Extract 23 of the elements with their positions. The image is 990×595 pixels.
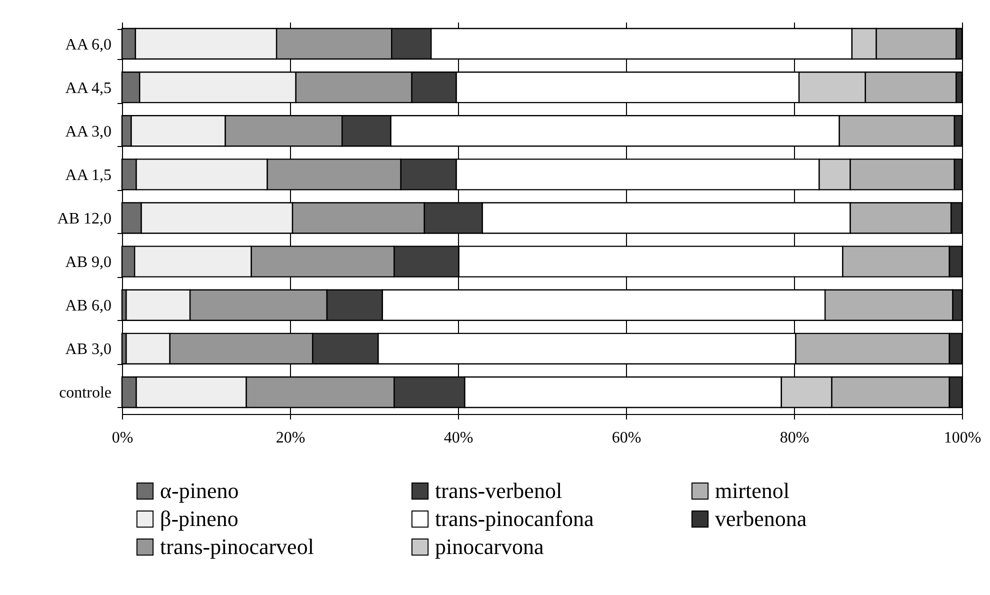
legend-label: mirtenol: [715, 478, 790, 503]
x-tick-label: 80%: [780, 430, 810, 446]
x-tick-label: 60%: [612, 430, 642, 446]
legend-label: α-pineno: [160, 478, 239, 503]
legend-label: verbenona: [715, 506, 807, 531]
y-tick-label: AA 3,0: [65, 123, 112, 140]
y-tick-label: AB 6,0: [65, 298, 112, 315]
legend-label: β-pineno: [160, 506, 238, 531]
y-tick-label: controle: [59, 384, 112, 402]
legend-label: trans-verbenol: [435, 478, 562, 503]
legend-label: trans-pinocanfona: [435, 506, 594, 531]
legend-label: pinocarvona: [435, 534, 544, 559]
y-tick-label: AB 12,0: [57, 210, 112, 228]
y-tick-label: AA 6,0: [65, 36, 112, 54]
x-tick-label: 40%: [444, 430, 474, 446]
x-tick-label: 0%: [112, 430, 134, 446]
legend-label: trans-pinocarveol: [160, 534, 314, 559]
y-tick-label: AA 1,5: [65, 166, 112, 184]
x-tick-label: 100%: [944, 430, 982, 446]
y-tick-label: AA 4,5: [65, 80, 112, 97]
y-tick-label: AB 3,0: [65, 341, 112, 358]
x-tick-label: 20%: [276, 430, 306, 446]
y-tick-label: AB 9,0: [65, 254, 112, 272]
